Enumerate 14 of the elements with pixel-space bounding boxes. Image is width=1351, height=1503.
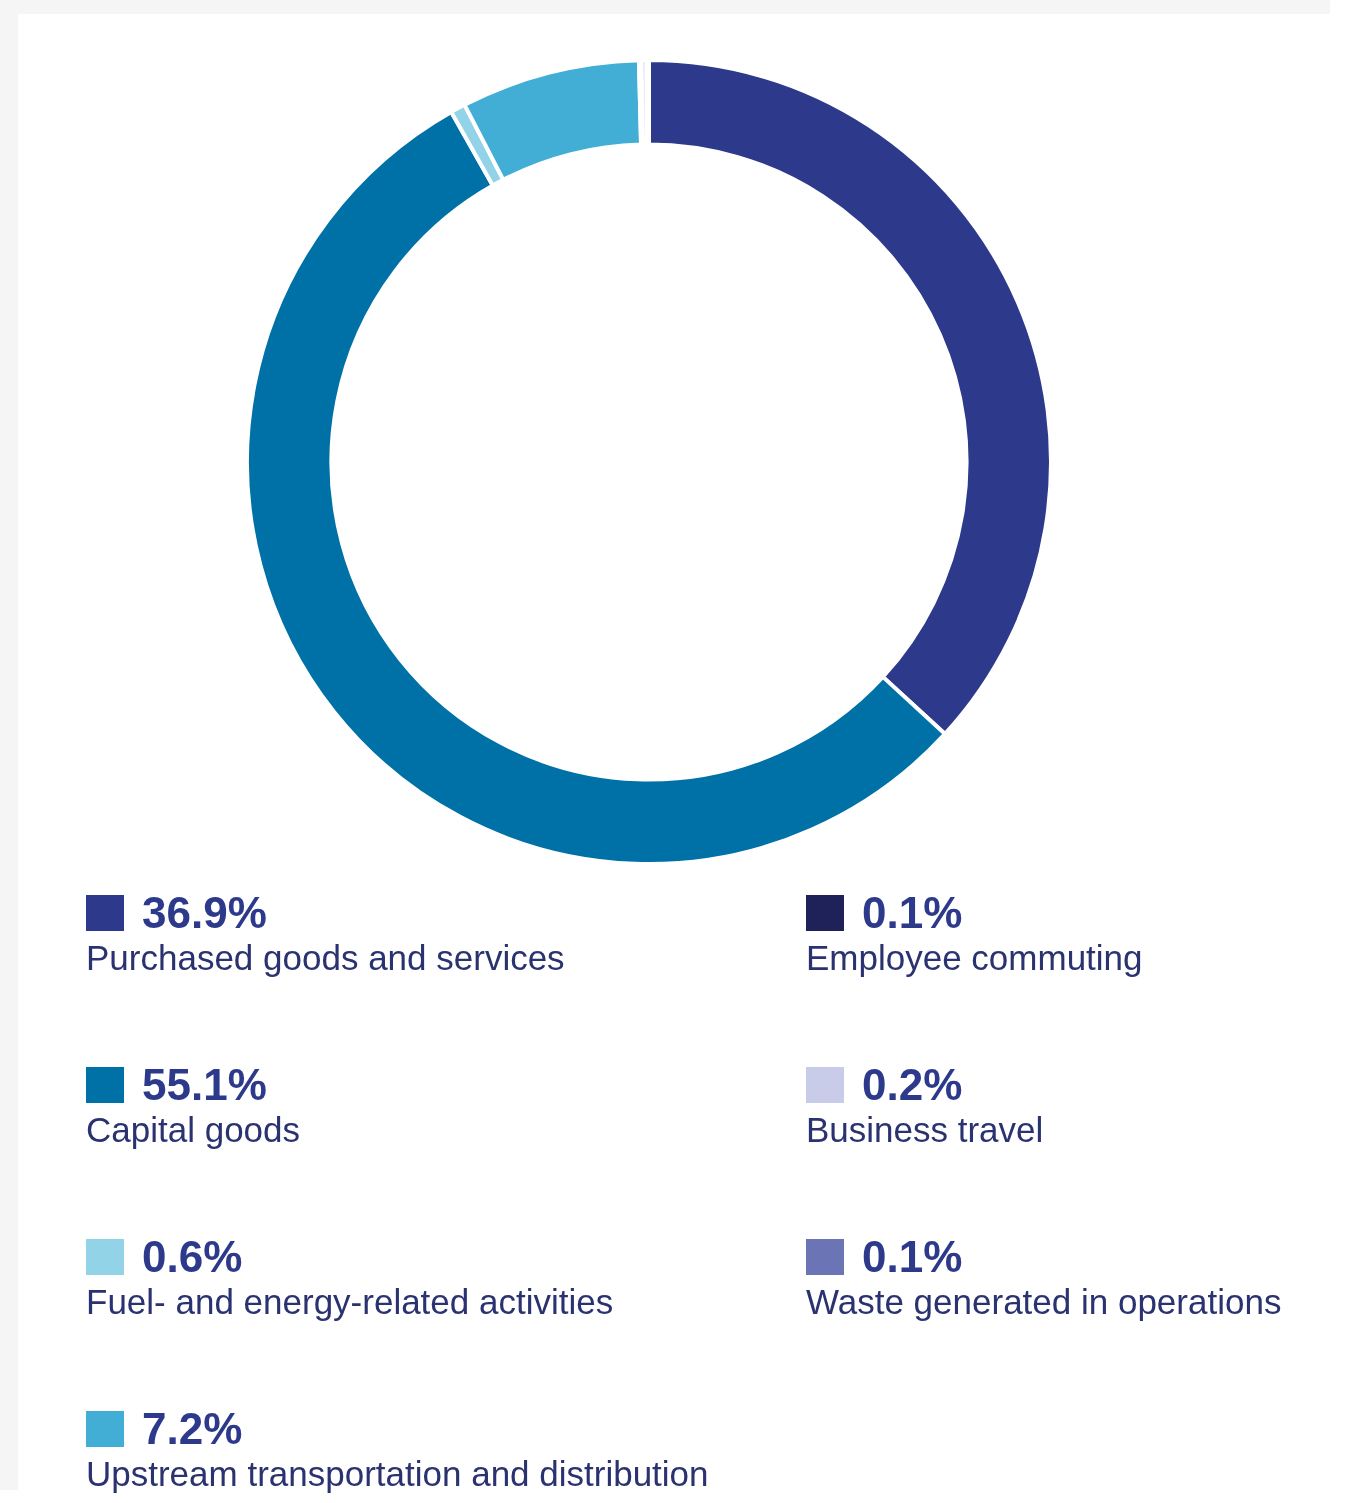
data-label: 55.1% [142, 1060, 267, 1110]
data-label: 0.2% [862, 1060, 963, 1110]
legend-label: Fuel- and energy-related activities [86, 1282, 615, 1322]
data-label: 0.6% [142, 1232, 243, 1282]
legend-label: Upstream transportation and distribution [86, 1454, 710, 1494]
legend-label: Capital goods [86, 1110, 302, 1150]
legend-label: Purchased goods and services [86, 938, 566, 978]
data-label: 0.1% [862, 1232, 963, 1282]
data-label: 7.2% [142, 1404, 243, 1454]
data-label: 0.1% [862, 888, 963, 938]
data-label: 36.9% [142, 888, 267, 938]
legend-label: Business travel [806, 1110, 1045, 1150]
legend-label: Waste generated in operations [806, 1282, 1283, 1322]
legend-label: Employee commuting [806, 938, 1144, 978]
